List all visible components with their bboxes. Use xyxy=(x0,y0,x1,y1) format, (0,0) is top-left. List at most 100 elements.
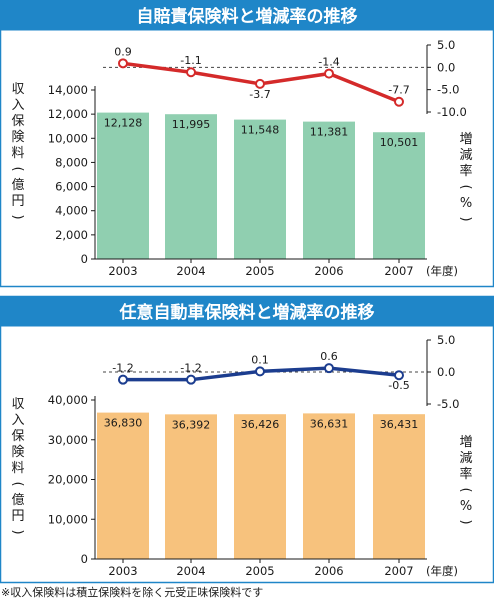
y-axis-title-left-char: 億 xyxy=(11,492,24,508)
title-bar xyxy=(0,296,494,327)
y-tick-label-right: 0.0 xyxy=(437,365,455,379)
bar xyxy=(234,119,286,259)
y-tick-label-right: -5.0 xyxy=(437,83,459,97)
bar-value-label: 11,548 xyxy=(241,124,280,137)
rate-point xyxy=(324,68,334,79)
x-tick-label: 2004 xyxy=(176,564,205,578)
x-tick-label: 2003 xyxy=(108,264,137,278)
rate-point xyxy=(255,78,265,89)
y-axis-title-right-char: 率 xyxy=(459,163,472,179)
x-unit-label: (年度) xyxy=(426,264,458,278)
x-tick-label: 2004 xyxy=(176,264,205,278)
rate-label: 0.1 xyxy=(251,353,269,366)
y-axis-title-left-char: 億 xyxy=(11,177,24,193)
rate-label: -1.2 xyxy=(112,362,133,375)
x-tick-label: 2007 xyxy=(384,564,413,578)
rate-label: -1.1 xyxy=(180,54,201,67)
y-tick-label: 30,000 xyxy=(48,433,88,447)
rate-label: 0.6 xyxy=(320,350,338,363)
y-tick-label-right: 5.0 xyxy=(437,333,455,347)
y-axis-title-right-char: 減 xyxy=(459,450,472,466)
title-bar xyxy=(0,0,494,31)
y-axis-title-left-char: 収 xyxy=(11,397,24,412)
y-tick-label-right: -5.0 xyxy=(437,397,459,411)
rate-label: 0.9 xyxy=(114,45,132,58)
x-unit-label: (年度) xyxy=(426,564,458,578)
x-tick-label: 2005 xyxy=(245,564,274,578)
y-axis-title-right-char: 率 xyxy=(459,466,472,482)
rate-label: -0.5 xyxy=(388,379,409,392)
y-tick-label: 20,000 xyxy=(48,473,88,487)
y-axis-title-right-char: 増 xyxy=(459,132,472,147)
y-axis-title-left-char: 入 xyxy=(11,98,24,113)
rate-point xyxy=(394,96,404,107)
y-axis-title-left-char: ) xyxy=(10,529,25,534)
y-axis-title-left-char: 円 xyxy=(11,509,24,524)
bar xyxy=(234,414,286,559)
y-axis-title-left-char: 円 xyxy=(11,194,24,209)
x-tick-label: 2007 xyxy=(384,264,413,278)
x-tick-label: 2006 xyxy=(314,264,343,278)
footnote: ※収入保険料は積立保険料を除く元受正味保険料です xyxy=(1,585,263,599)
bar-value-label: 10,501 xyxy=(380,136,419,149)
y-tick-label: 10,000 xyxy=(48,131,88,145)
bar-value-label: 36,631 xyxy=(310,417,349,430)
y-axis-title-right-char: % xyxy=(460,196,472,211)
bar xyxy=(97,112,149,259)
y-axis-title-right: 増減率 (%) xyxy=(458,132,473,222)
y-tick-label: 0 xyxy=(81,552,88,566)
y-axis-title-right-char: 増 xyxy=(459,435,472,450)
y-axis-title-left-char: ( xyxy=(10,166,25,171)
y-axis-title-left-char: ) xyxy=(10,214,25,219)
y-tick-label: 14,000 xyxy=(48,83,88,97)
x-tick-label: 2005 xyxy=(245,264,274,278)
bar-value-label: 36,431 xyxy=(380,418,419,431)
y-axis-title-left: 収入保険料 (億円) xyxy=(10,397,25,535)
rate-label: -7.7 xyxy=(388,84,409,97)
rate-label: -1.2 xyxy=(180,362,201,375)
y-axis-title-right-char: ( xyxy=(458,487,473,492)
chart-panel-jibaiseki: 自賠責保険料と増減率の推移 0 2,000 4,000 6,000 8,000 10,000… xyxy=(0,0,494,288)
y-axis-title-right-char: ) xyxy=(458,216,473,221)
x-tick-label: 2003 xyxy=(108,564,137,578)
rate-point xyxy=(118,58,128,69)
chart-title: 任意自動車保険料と増減率の推移 xyxy=(119,302,375,323)
y-axis-title-left-char: 料 xyxy=(11,146,24,161)
rate-point xyxy=(255,366,265,377)
y-axis-title-left-char: ( xyxy=(10,481,25,486)
y-axis-title-right-char: 減 xyxy=(459,147,472,163)
bar-value-label: 11,995 xyxy=(172,118,211,131)
bar xyxy=(165,114,217,259)
bar-value-label: 11,381 xyxy=(310,126,349,139)
bar-value-label: 36,830 xyxy=(104,417,143,430)
rate-point xyxy=(394,370,404,381)
y-tick-label-right: 0.0 xyxy=(437,60,455,74)
bar-value-label: 12,128 xyxy=(104,117,143,130)
y-axis-title-left-char: 料 xyxy=(11,461,24,476)
bar xyxy=(373,132,425,259)
y-axis-title-right-char: % xyxy=(460,499,472,514)
rate-label: -1.4 xyxy=(318,56,339,69)
bar xyxy=(373,414,425,559)
rate-label: -3.7 xyxy=(249,88,270,101)
y-tick-label: 12,000 xyxy=(48,107,88,121)
y-tick-label: 4,000 xyxy=(55,204,88,218)
y-axis-title-left-char: 険 xyxy=(11,130,24,145)
y-tick-label: 40,000 xyxy=(48,393,88,407)
y-axis-title-left-char: 入 xyxy=(11,413,24,428)
x-tick-label: 2006 xyxy=(314,564,343,578)
bar xyxy=(97,412,149,559)
bar xyxy=(165,414,217,559)
y-axis-title-right-char: ) xyxy=(458,519,473,524)
y-axis-title-left-char: 保 xyxy=(11,429,24,444)
y-axis-title-left-char: 収 xyxy=(11,82,24,97)
y-axis-title-right-char: ( xyxy=(458,184,473,189)
y-tick-label: 0 xyxy=(81,252,88,266)
bar-value-label: 36,426 xyxy=(241,418,280,431)
y-tick-label: 8,000 xyxy=(55,155,88,169)
y-axis-title-right: 増減率 (%) xyxy=(458,435,473,525)
y-tick-label: 10,000 xyxy=(48,512,88,526)
bar-value-label: 36,392 xyxy=(172,418,211,431)
y-tick-label-right: -10.0 xyxy=(437,105,467,119)
